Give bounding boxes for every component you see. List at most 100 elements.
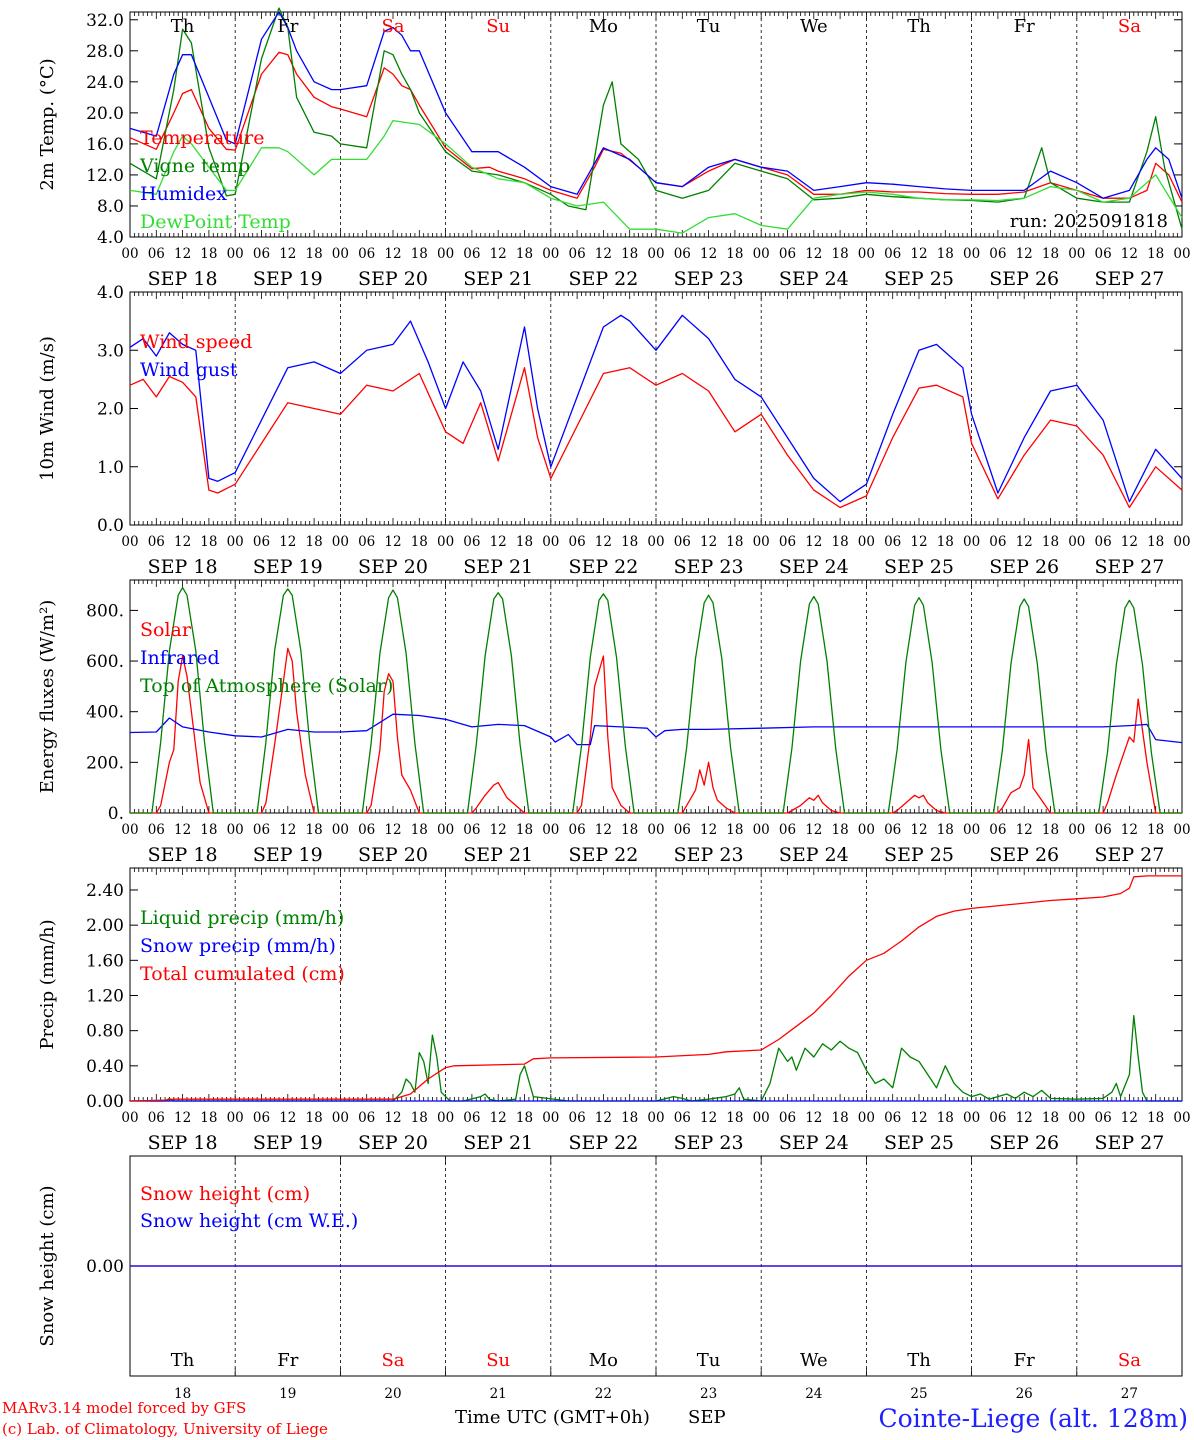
y-tick-label: 1.20: [86, 986, 124, 1006]
y-tick-label: 0.0: [97, 516, 124, 536]
date-label: SEP 26: [989, 268, 1059, 290]
hour-ticks: [129, 292, 1183, 525]
footer-lab: (c) Lab. of Climatology, University of L…: [2, 1420, 328, 1438]
day-abbr-bottom: Sa: [1118, 1350, 1141, 1371]
day-number: 19: [279, 1386, 296, 1402]
series-total-cumulated-cm: [129, 875, 1182, 1102]
y-tick-label: 12.0: [86, 166, 124, 186]
hour-label: 12: [279, 1110, 296, 1126]
date-label: SEP 22: [568, 1132, 638, 1154]
hour-label: 18: [1147, 246, 1164, 262]
hour-label: 06: [253, 534, 270, 550]
y-tick-label: 2.00: [86, 916, 124, 936]
y-tick-label: 28.0: [86, 42, 124, 62]
date-label: SEP 25: [884, 844, 954, 866]
legend-entry: Snow height (cm): [140, 1183, 310, 1205]
hour-label: 12: [1016, 534, 1033, 550]
y-tick-label: 1.0: [97, 458, 124, 478]
hour-label: 06: [463, 534, 480, 550]
y-axis-label: Precip (mm/h): [37, 919, 58, 1049]
hour-label: 12: [595, 246, 612, 262]
hour-label: 06: [989, 822, 1006, 838]
hour-label: 00: [963, 822, 980, 838]
day-abbr-top: Sa: [1118, 16, 1141, 37]
hour-label: 12: [384, 1110, 401, 1126]
y-axis-label: Snow height (cm): [37, 1185, 58, 1346]
hour-label: 06: [779, 822, 796, 838]
hour-label: 06: [358, 822, 375, 838]
date-label: SEP 18: [148, 268, 218, 290]
hour-label: 12: [384, 534, 401, 550]
hour-label: 12: [700, 1110, 717, 1126]
hour-label: 06: [148, 822, 165, 838]
hour-label: 06: [884, 1110, 901, 1126]
series-dewpoint-temp: [129, 119, 1183, 234]
hour-label: 12: [279, 534, 296, 550]
hour-label: 18: [200, 822, 217, 838]
date-label: SEP 25: [884, 1132, 954, 1154]
hour-label: 00: [963, 534, 980, 550]
day-number: 18: [174, 1386, 191, 1402]
hour-label: 06: [674, 246, 691, 262]
hour-label: 12: [805, 1110, 822, 1126]
hour-label: 06: [569, 1110, 586, 1126]
y-tick-label: 32.0: [86, 11, 124, 31]
hour-label: 18: [726, 534, 743, 550]
hour-label: 18: [621, 1110, 638, 1126]
hour-label: 00: [858, 822, 875, 838]
hour-label: 12: [805, 246, 822, 262]
hour-label: 18: [200, 1110, 217, 1126]
day-abbr-top: Sa: [381, 16, 404, 37]
y-tick-label: 8.0: [97, 197, 124, 217]
hour-label: 00: [121, 822, 138, 838]
legend-entry: Total cumulated (cm): [140, 963, 345, 985]
y-axis-label: 2m Temp. (°C): [37, 58, 58, 190]
y-axis-label: Energy fluxes (W/m²): [37, 600, 58, 794]
date-label: SEP 22: [568, 268, 638, 290]
hour-label: 12: [910, 534, 927, 550]
hour-label: 12: [490, 822, 507, 838]
hour-label: 06: [884, 246, 901, 262]
day-abbr-bottom: Sa: [381, 1350, 404, 1371]
hour-label: 12: [279, 246, 296, 262]
legend-entry: Temperature: [140, 127, 264, 149]
hour-label: 12: [1016, 1110, 1033, 1126]
hour-label: 18: [516, 1110, 533, 1126]
legend-entry: DewPoint Temp: [140, 211, 291, 233]
hour-label: 00: [1173, 534, 1190, 550]
series-liquid-precip-mm-h: [130, 1015, 1182, 1102]
hour-label: 18: [1147, 822, 1164, 838]
hour-label: 00: [963, 1110, 980, 1126]
hour-label: 00: [647, 1110, 664, 1126]
hour-label: 12: [805, 822, 822, 838]
hour-label: 00: [1173, 822, 1190, 838]
hour-label: 18: [726, 246, 743, 262]
date-label: SEP 27: [1094, 556, 1164, 578]
y-tick-label: 200.: [86, 753, 124, 773]
hour-label: 12: [174, 1110, 191, 1126]
hour-label: 06: [674, 822, 691, 838]
date-label: SEP 27: [1094, 268, 1164, 290]
day-abbr-bottom: Tu: [697, 1350, 721, 1371]
date-label: SEP 19: [253, 1132, 323, 1154]
hour-label: 00: [227, 534, 244, 550]
date-label: SEP 18: [148, 844, 218, 866]
hour-label: 00: [858, 246, 875, 262]
day-abbr-top: Tu: [697, 16, 721, 37]
legend-entry: Wind speed: [140, 331, 252, 353]
hour-label: 06: [358, 534, 375, 550]
hour-label: 18: [411, 246, 428, 262]
date-label: SEP 26: [989, 844, 1059, 866]
hour-label: 00: [332, 534, 349, 550]
hour-label: 00: [332, 246, 349, 262]
hour-label: 06: [779, 1110, 796, 1126]
y-tick-label: 2.40: [86, 881, 124, 901]
hour-label: 12: [805, 534, 822, 550]
hour-label: 18: [937, 1110, 954, 1126]
hour-label: 18: [1147, 534, 1164, 550]
day-abbr-top: Th: [171, 16, 195, 37]
y-tick-label: 0.00: [86, 1257, 124, 1277]
date-label: SEP 21: [463, 1132, 533, 1154]
hour-label: 06: [463, 822, 480, 838]
y-axis-label: 10m Wind (m/s): [37, 336, 58, 481]
